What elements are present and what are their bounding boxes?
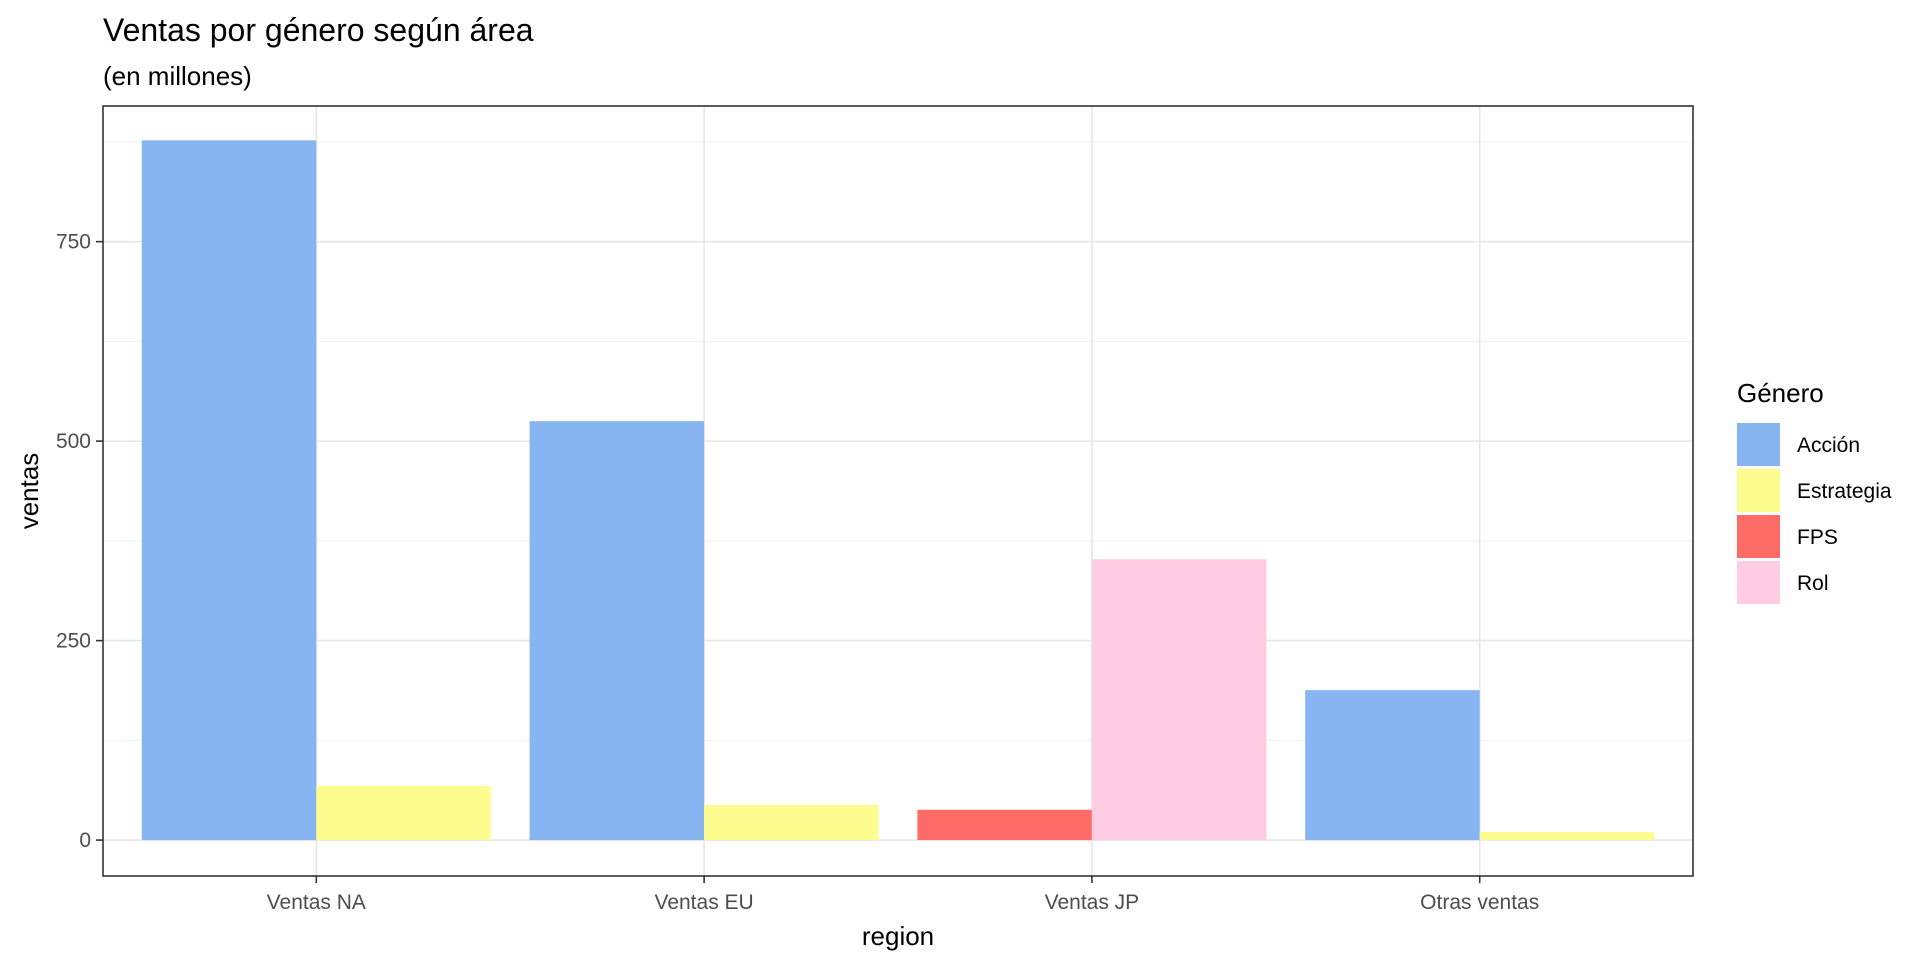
legend-key-2 xyxy=(1737,515,1780,558)
legend-label-0: Acción xyxy=(1797,434,1860,457)
x-tick-label: Ventas NA xyxy=(267,891,366,914)
plot-border xyxy=(102,105,1694,877)
x-tick-label: Otras ventas xyxy=(1420,891,1539,914)
legend: Género Acción Estrategia FPS Rol xyxy=(1737,378,1892,604)
x-tick-label: Ventas EU xyxy=(654,891,753,914)
y-tick-label: 750 xyxy=(56,231,91,254)
bar-1-1 xyxy=(704,804,879,841)
bar-1-0 xyxy=(529,421,705,841)
legend-key-1 xyxy=(1737,469,1780,512)
bar-0-0 xyxy=(141,140,317,841)
x-axis-title: region xyxy=(862,921,934,951)
legend-label-1: Estrategia xyxy=(1797,480,1892,503)
bar-2-1 xyxy=(1091,559,1267,841)
legend-key-3 xyxy=(1737,561,1780,604)
legend-label-2: FPS xyxy=(1797,526,1838,549)
x-tick-label: Ventas JP xyxy=(1045,891,1140,914)
y-tick-label: 500 xyxy=(56,430,91,453)
y-axis: 0 250 500 750 xyxy=(56,231,103,852)
x-axis: Ventas NA Ventas EU Ventas JP Otras ventas xyxy=(267,876,1539,914)
bar-3-1 xyxy=(1479,832,1655,841)
y-axis-title: ventas xyxy=(14,453,44,530)
bar-2-0 xyxy=(917,809,1092,841)
legend-title: Género xyxy=(1737,378,1824,408)
y-tick-label: 0 xyxy=(79,829,91,852)
legend-label-3: Rol xyxy=(1797,572,1829,595)
bar-3-0 xyxy=(1305,690,1480,841)
chart-title: Ventas por género según área xyxy=(103,12,534,48)
chart-subtitle: (en millones) xyxy=(103,61,252,91)
bar-0-1 xyxy=(316,785,491,841)
bars xyxy=(141,140,1655,841)
y-tick-label: 250 xyxy=(56,630,91,653)
legend-key-0 xyxy=(1737,423,1780,466)
